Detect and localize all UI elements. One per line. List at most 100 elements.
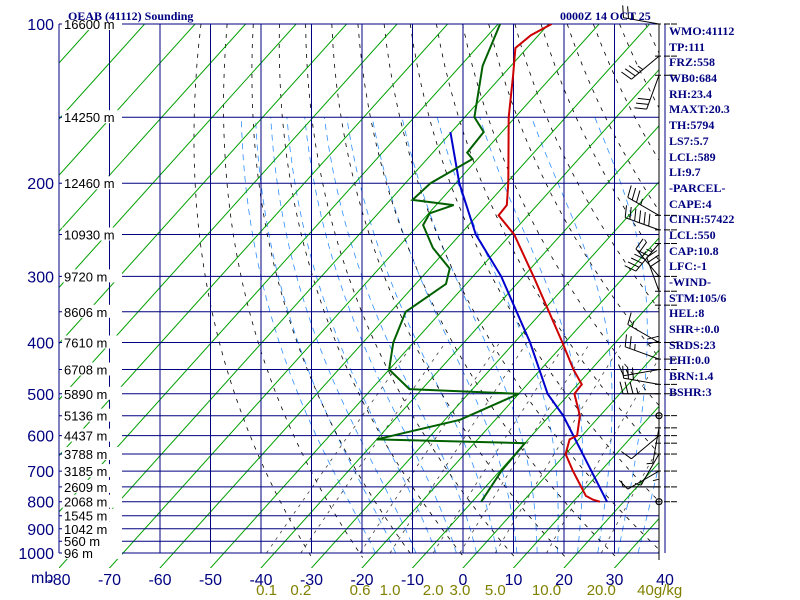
moist-adiabat-line xyxy=(270,117,417,554)
isotherm-line xyxy=(59,24,196,176)
height-label-background xyxy=(62,335,122,349)
isotherm-line xyxy=(0,0,65,575)
wind-barb xyxy=(634,74,677,110)
pressure-tick-label: 1000 xyxy=(18,546,54,563)
height-label-background xyxy=(62,428,122,442)
stat-brn: BRN:1.4 xyxy=(669,369,714,384)
sounding-title: OEAB (41112) Sounding xyxy=(68,9,194,23)
wind-barb xyxy=(646,427,677,465)
temperature-axis: -80 -70 -60 -50 -40 -30 -20 -10 0 10 20 30 40 xyxy=(47,572,674,589)
isotherm-line xyxy=(512,405,659,568)
dry-adiabat-line xyxy=(251,24,414,558)
height-label: 9720 m xyxy=(64,269,107,284)
wind-barb xyxy=(627,185,677,216)
height-label-background xyxy=(62,269,122,283)
wind-barb xyxy=(646,304,677,345)
height-label: 8606 m xyxy=(64,305,107,320)
height-labels: 16600 m 14250 m 12460 m 10930 m 9720 m 8606 m… xyxy=(62,17,122,561)
wind-barb xyxy=(621,480,677,488)
mixing-ratio-label: 2.0 xyxy=(423,582,444,599)
isotherm-line xyxy=(411,293,659,568)
stat-stm: STM:105/6 xyxy=(669,290,727,305)
wind-barb xyxy=(652,442,677,482)
height-label-background xyxy=(62,17,122,30)
isotherm-line xyxy=(760,0,800,575)
mixing-ratio-label: 0.2 xyxy=(290,582,311,599)
height-label-background xyxy=(62,508,122,522)
height-label-background xyxy=(62,521,122,535)
height-label-background xyxy=(62,408,122,422)
temperature-tick-label: -70 xyxy=(98,572,121,589)
moist-adiabat-line xyxy=(255,117,397,554)
height-label: 5890 m xyxy=(64,387,107,402)
mixing-ratio-label: 3.0 xyxy=(449,582,470,599)
temperature-tick-label: 20 xyxy=(555,572,573,589)
stat-lfc: LFC:-1 xyxy=(669,259,707,274)
wind-barb xyxy=(619,381,677,395)
mixing-ratio-label: 5.0 xyxy=(485,582,506,599)
pressure-tick-label: 400 xyxy=(27,336,54,353)
dry-adiabat-line xyxy=(750,24,800,558)
pressure-tick-label: 200 xyxy=(27,176,54,193)
wind-barb xyxy=(646,250,677,292)
moist-adiabat-line xyxy=(594,117,648,554)
temperature-tick-label: -30 xyxy=(300,572,323,589)
height-label: 3185 m xyxy=(64,464,107,479)
moist-adiabat-line xyxy=(324,117,477,554)
isotherm-line xyxy=(0,0,15,575)
moist-adiabat-line xyxy=(637,462,659,554)
pressure-tick-label: 600 xyxy=(27,429,54,446)
pressure-tick-label: 500 xyxy=(27,387,54,404)
dry-adiabat-line xyxy=(193,24,313,558)
pressure-tick-label: 700 xyxy=(27,464,54,481)
height-label-background xyxy=(62,447,122,460)
mixing-ratio-label: 40g/kg xyxy=(637,582,682,599)
temperature-tick-label: -60 xyxy=(148,572,171,589)
temperature-tick-label: 10 xyxy=(505,572,523,589)
height-label-background xyxy=(62,494,122,508)
height-label: 14250 m xyxy=(64,110,115,125)
height-label-background xyxy=(62,110,122,124)
stat-cap: CAP:10.8 xyxy=(669,243,719,258)
isotherm-line xyxy=(59,24,247,233)
moist-adiabat-line xyxy=(286,117,437,554)
pressure-axis: 100 200 300 400 500 600 700 800 900 1000 mb xyxy=(18,17,54,587)
temperature-tick-label: -50 xyxy=(199,572,222,589)
height-label-background xyxy=(62,546,122,559)
isotherm-line xyxy=(59,24,146,120)
wind-barb xyxy=(621,435,677,460)
wind-barb xyxy=(621,55,677,80)
height-label-background xyxy=(62,304,122,318)
stat-parcel-lcl: LCL:550 xyxy=(669,227,716,242)
temperature-tick-label: 40 xyxy=(656,572,674,589)
stat-wmo: WMO:41112 xyxy=(669,24,735,38)
moist-adiabat-line xyxy=(304,117,457,554)
height-label-background xyxy=(62,386,122,400)
height-label: 4437 m xyxy=(64,429,107,444)
height-label-background xyxy=(62,534,122,548)
mixing-ratio-label: 10.0 xyxy=(532,582,561,599)
wind-barb xyxy=(624,334,677,360)
moist-adiabat-lines xyxy=(240,117,659,554)
wind-barb xyxy=(634,453,677,486)
height-label: 2609 m xyxy=(64,480,107,495)
height-label-background xyxy=(62,362,122,376)
temperature-tick-label: 0 xyxy=(459,572,468,589)
moist-adiabat-line xyxy=(371,117,518,554)
mixing-ratio-line xyxy=(266,342,415,554)
height-label: 2068 m xyxy=(64,495,107,510)
pressure-tick-label: 300 xyxy=(27,269,54,286)
mixing-ratio-line xyxy=(389,342,528,554)
stat-maxt: MAXT:20.3 xyxy=(669,102,730,117)
mixing-ratio-line xyxy=(432,342,567,554)
height-label: 96 m xyxy=(64,546,93,561)
temperature-tick-label: -10 xyxy=(401,572,424,589)
mixing-ratio-line xyxy=(359,342,501,554)
sounding-profiles xyxy=(376,24,608,503)
stat-cinh: CINH:57422 xyxy=(669,212,735,227)
mixing-ratio-line xyxy=(494,342,623,554)
stat-th: TH:5794 xyxy=(669,118,715,133)
height-label: 1042 m xyxy=(64,522,107,537)
height-label-background xyxy=(62,227,122,241)
